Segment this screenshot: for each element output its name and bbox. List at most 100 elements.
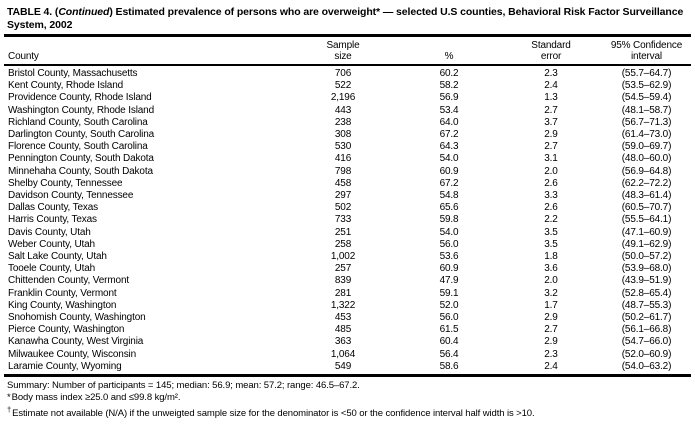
value-cell: 60.9 — [439, 263, 459, 275]
col-header-sample-line2: size — [334, 51, 352, 62]
table-header: County Sample size % Standard error 95% … — [4, 37, 691, 66]
value-cell: (50.2–61.7) — [621, 312, 672, 324]
value-cell: 53.6 — [439, 251, 459, 263]
county-cell: Shelby County, Tennessee — [8, 177, 123, 189]
county-cell: Weber County, Utah — [8, 238, 95, 250]
table-row: Washington County, Rhode Island 443 53.4 2.… — [4, 105, 691, 117]
value-cell: 458 — [334, 177, 352, 189]
value-cell: (60.5–70.7) — [621, 202, 672, 214]
table-row: Dallas County, Texas 502 65.6 2.6 (60.5–70.7… — [4, 202, 691, 214]
value-cell: 2.6 — [544, 177, 558, 189]
value-cell: 58.2 — [439, 80, 459, 92]
county-cell: Darlington County, South Carolina — [8, 129, 155, 141]
col-header-ci-line2: interval — [630, 51, 663, 62]
table-row: Laramie County, Wyoming 549 58.6 2.4 (54.0–6… — [4, 361, 691, 373]
value-cell: 1.3 — [544, 92, 558, 104]
value-cell: (55.5–64.1) — [621, 214, 672, 226]
value-cell: 59.8 — [439, 214, 459, 226]
county-cell: Pennington County, South Dakota — [8, 153, 154, 165]
table-row: King County, Washington 1,322 52.0 1.7 (48.7… — [4, 300, 691, 312]
county-cell: Kanawha County, West Virginia — [8, 336, 144, 348]
value-cell: (48.0–60.0) — [621, 153, 672, 165]
table-row: Milwaukee County, Wisconsin 1,064 56.4 2.3 (… — [4, 349, 691, 361]
value-cell: 2.0 — [544, 165, 558, 177]
col-header-ci-line1: 95% Confidence — [610, 40, 683, 51]
value-cell: 1.8 — [544, 251, 558, 263]
value-cell: 2.2 — [544, 214, 558, 226]
table-body: Bristol County, Massachusetts 706 60.2 2.3 (… — [4, 65, 691, 373]
value-cell: 60.4 — [439, 336, 459, 348]
county-cell: Snohomish County, Washington — [8, 312, 146, 324]
value-cell: 64.0 — [439, 116, 459, 128]
value-cell: 3.5 — [544, 238, 558, 250]
county-cell: Davis County, Utah — [8, 226, 91, 238]
value-cell: 56.0 — [439, 238, 459, 250]
table-row: Kanawha County, West Virginia 363 60.4 2.9 (… — [4, 336, 691, 348]
value-cell: 3.3 — [544, 190, 558, 202]
value-cell: 3.5 — [544, 226, 558, 238]
col-header-standard-error: Standard error — [500, 37, 602, 66]
value-cell: 2.4 — [544, 80, 558, 92]
value-cell: 65.6 — [439, 202, 459, 214]
table-row: Darlington County, South Carolina 308 67.2… — [4, 129, 691, 141]
title-prefix: TABLE 4. ( — [7, 6, 59, 18]
county-cell: Salt Lake County, Utah — [8, 251, 107, 263]
value-cell: 502 — [334, 202, 352, 214]
value-cell: 522 — [334, 80, 352, 92]
value-cell: (62.2–72.2) — [621, 177, 672, 189]
col-header-sample-line1: Sample — [326, 40, 360, 51]
value-cell: (56.7–71.3) — [621, 116, 672, 128]
value-cell: 59.1 — [439, 287, 459, 299]
table-row: Davidson County, Tennessee 297 54.8 3.3 (48.… — [4, 190, 691, 202]
table-row: Davis County, Utah 251 54.0 3.5 (47.1–60.9) — [4, 227, 691, 239]
value-cell: (56.1–66.8) — [621, 324, 672, 336]
value-cell: 54.8 — [439, 190, 459, 202]
table-row: Pennington County, South Dakota 416 54.0 3.… — [4, 153, 691, 165]
value-cell: 3.7 — [544, 116, 558, 128]
value-cell: 53.4 — [439, 104, 459, 116]
value-cell: (53.9–68.0) — [621, 263, 672, 275]
value-cell: 363 — [334, 336, 352, 348]
table-row: Harris County, Texas 733 59.8 2.2 (55.5–64.1… — [4, 214, 691, 226]
value-cell: 61.5 — [439, 324, 459, 336]
summary-line: Summary: Number of participants = 145; m… — [7, 380, 360, 392]
county-cell: Milwaukee County, Wisconsin — [8, 348, 137, 360]
value-cell: 56.9 — [439, 92, 459, 104]
value-cell: (48.7–55.3) — [621, 299, 672, 311]
value-cell: 251 — [334, 226, 352, 238]
value-cell: 2,196 — [330, 92, 356, 104]
table-row: Weber County, Utah 258 56.0 3.5 (49.1–62.9) — [4, 239, 691, 251]
value-cell: 2.9 — [544, 129, 558, 141]
value-cell: (48.1–58.7) — [621, 104, 672, 116]
value-cell: 2.4 — [544, 360, 558, 372]
value-cell: 2.3 — [544, 68, 558, 79]
county-cell: Pierce County, Washington — [8, 324, 125, 336]
county-cell: Washington County, Rhode Island — [8, 104, 154, 116]
title-suffix: ) Estimated prevalence of persons who ar… — [7, 6, 684, 31]
value-cell: 2.6 — [544, 202, 558, 214]
value-cell: 67.2 — [439, 177, 459, 189]
footnote-estimate-text: Estimate not available (N/A) if the unwe… — [12, 408, 535, 420]
county-cell: Harris County, Texas — [8, 214, 97, 226]
col-header-stderr-line2: error — [540, 51, 562, 62]
value-cell: (47.1–60.9) — [621, 226, 672, 238]
value-cell: 60.2 — [439, 68, 459, 79]
value-cell: 2.0 — [544, 275, 558, 287]
col-header-sample-size: Sample size — [288, 37, 398, 66]
col-header-confidence-interval: 95% Confidence interval — [602, 37, 691, 66]
col-header-stderr-line1: Standard — [531, 40, 571, 51]
value-cell: 56.4 — [439, 348, 459, 360]
dagger-marker: † — [7, 405, 12, 415]
county-cell: Providence County, Rhode Island — [8, 92, 152, 104]
county-cell: Laramie County, Wyoming — [8, 360, 122, 372]
value-cell: (54.0–63.2) — [621, 360, 672, 372]
value-cell: 67.2 — [439, 129, 459, 141]
value-cell: 485 — [334, 324, 352, 336]
county-cell: Bristol County, Massachusetts — [8, 68, 138, 79]
value-cell: 54.0 — [439, 226, 459, 238]
value-cell: 2.7 — [544, 141, 558, 153]
value-cell: 416 — [334, 153, 352, 165]
value-cell: (48.3–61.4) — [621, 190, 672, 202]
value-cell: 281 — [334, 287, 352, 299]
